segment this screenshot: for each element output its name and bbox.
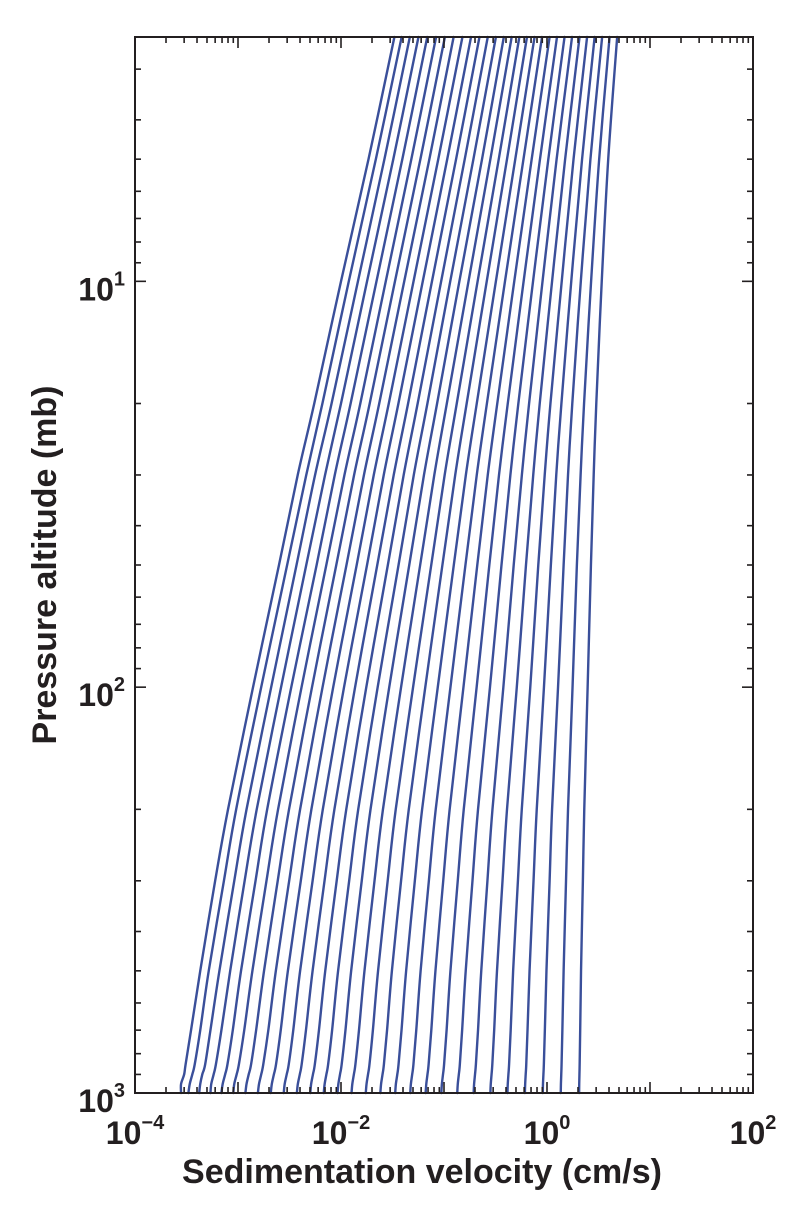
y-tick-label: 103 [78,1080,125,1119]
series-line-7 [244,35,447,1095]
series-line-26 [523,35,596,1095]
series-line-24 [489,35,581,1095]
series-line-22 [456,35,566,1095]
y-tick-label: 102 [78,674,125,713]
series-line-28 [559,35,611,1095]
series-layer [179,35,619,1095]
series-line-8 [256,35,455,1095]
series-line-12 [309,35,489,1095]
x-axis-label: Sedimentation velocity (cm/s) [182,1153,662,1191]
tick-layer [134,37,754,1094]
y-axis-label: Pressure altitude (mb) [26,386,64,745]
series-line-25 [506,35,589,1095]
series-line-1 [179,35,396,1095]
tick-label-layer: 10−4 10−2 100 102 101 102 103 [78,268,776,1151]
series-line-20 [424,35,551,1095]
series-line-10 [282,35,473,1095]
series-line-13 [322,35,498,1095]
series-line-5 [220,35,429,1095]
series-line-4 [209,35,420,1095]
series-line-3 [197,35,412,1095]
series-line-2 [187,35,403,1095]
x-tick-label: 100 [524,1112,571,1151]
series-line-23 [472,35,574,1095]
x-tick-label: 10−4 [106,1112,165,1151]
series-line-18 [394,35,536,1095]
series-line-9 [269,35,464,1095]
series-line-6 [232,35,438,1095]
series-line-11 [295,35,481,1095]
series-line-15 [350,35,513,1095]
plot-frame [134,36,754,1094]
series-line-21 [440,35,559,1095]
series-line-14 [336,35,506,1095]
series-line-16 [364,35,521,1095]
series-line-29 [577,35,619,1095]
series-line-17 [379,35,529,1095]
x-tick-label: 102 [730,1112,777,1151]
series-line-27 [541,35,604,1095]
y-tick-label: 101 [78,268,125,307]
x-tick-label: 10−2 [312,1112,370,1151]
series-line-19 [409,35,544,1095]
